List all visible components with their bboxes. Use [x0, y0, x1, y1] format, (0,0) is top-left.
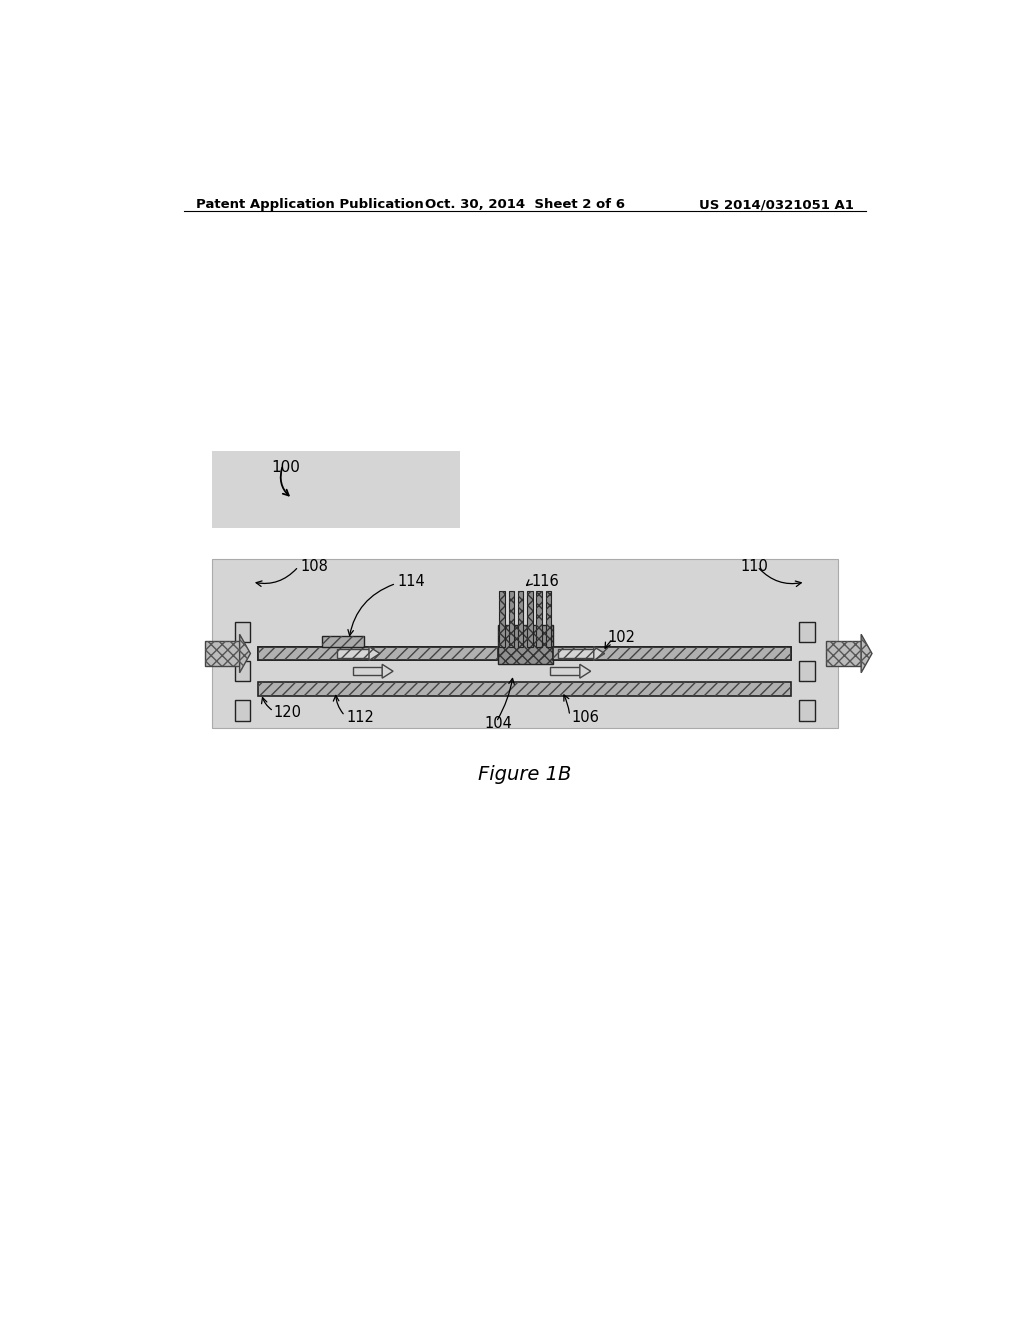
Bar: [352, 667, 382, 676]
Bar: [205, 642, 240, 665]
Bar: [258, 647, 792, 660]
Bar: [518, 591, 523, 647]
Text: 116: 116: [531, 574, 559, 590]
Bar: [826, 642, 861, 665]
Bar: [234, 701, 251, 721]
Bar: [509, 591, 514, 647]
Text: 100: 100: [271, 461, 300, 475]
Bar: [500, 591, 505, 647]
Bar: [537, 591, 542, 647]
Text: 110: 110: [740, 558, 768, 574]
Text: US 2014/0321051 A1: US 2014/0321051 A1: [698, 198, 853, 211]
Text: 102: 102: [607, 630, 635, 645]
Bar: [799, 701, 815, 721]
Bar: [212, 451, 460, 528]
Bar: [527, 591, 532, 647]
Polygon shape: [594, 647, 604, 660]
Polygon shape: [240, 635, 251, 673]
Text: 108: 108: [300, 558, 328, 574]
Polygon shape: [580, 664, 591, 678]
Bar: [546, 591, 551, 647]
Bar: [234, 622, 251, 642]
Bar: [337, 649, 369, 657]
Bar: [322, 636, 365, 647]
Text: 104: 104: [484, 715, 512, 731]
Bar: [498, 626, 553, 664]
Bar: [258, 682, 792, 696]
Polygon shape: [382, 664, 393, 678]
Bar: [553, 647, 792, 660]
Text: Patent Application Publication: Patent Application Publication: [197, 198, 424, 211]
Bar: [234, 661, 251, 681]
Bar: [527, 591, 532, 647]
Bar: [258, 647, 792, 660]
Bar: [509, 591, 514, 647]
Text: 106: 106: [571, 710, 599, 725]
Bar: [799, 622, 815, 642]
Bar: [799, 661, 815, 681]
Text: Oct. 30, 2014  Sheet 2 of 6: Oct. 30, 2014 Sheet 2 of 6: [425, 198, 625, 211]
Bar: [322, 636, 365, 647]
Bar: [258, 682, 792, 696]
Bar: [537, 591, 542, 647]
Bar: [500, 591, 505, 647]
Text: 114: 114: [397, 574, 425, 590]
Polygon shape: [861, 635, 872, 673]
Bar: [550, 667, 580, 676]
Text: 112: 112: [346, 710, 375, 725]
Bar: [497, 645, 554, 661]
Bar: [498, 626, 553, 664]
Bar: [558, 649, 594, 657]
Bar: [258, 647, 498, 660]
Bar: [205, 642, 240, 665]
Text: Figure 1B: Figure 1B: [478, 764, 571, 784]
Polygon shape: [369, 647, 380, 660]
Bar: [826, 642, 861, 665]
Bar: [212, 558, 838, 729]
Bar: [546, 591, 551, 647]
Bar: [518, 591, 523, 647]
Text: 120: 120: [273, 705, 302, 721]
Bar: [258, 647, 498, 660]
Bar: [553, 647, 792, 660]
